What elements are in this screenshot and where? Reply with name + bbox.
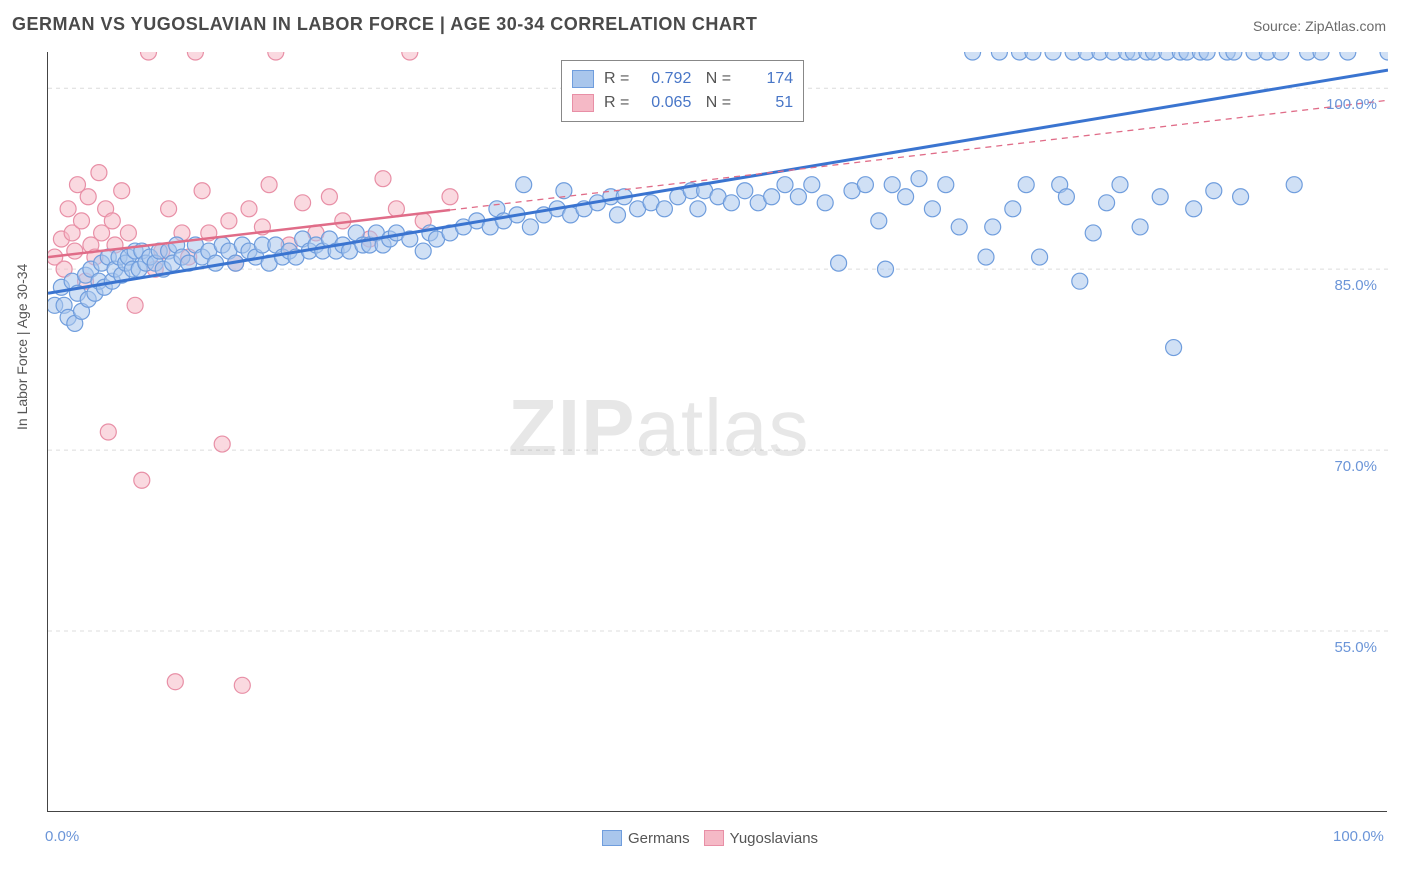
- y-tick-label: 100.0%: [1326, 96, 1377, 113]
- n-label: N =: [701, 67, 731, 91]
- source-label: Source: ZipAtlas.com: [1253, 18, 1386, 34]
- bottom-legend: Germans Yugoslavians: [0, 830, 1406, 847]
- correlation-row: R = 0.065 N = 51: [572, 91, 793, 115]
- legend-label: Germans: [628, 830, 690, 847]
- correlation-row: R = 0.792 N = 174: [572, 67, 793, 91]
- plot-area: ZIPatlas R =0.792 N =174R =0.065 N =51 5…: [47, 52, 1387, 812]
- scatter-svg: [48, 52, 1388, 812]
- legend-label: Yugoslavians: [730, 830, 818, 847]
- n-value: 51: [741, 91, 793, 115]
- y-tick-label: 55.0%: [1334, 639, 1377, 656]
- n-value: 174: [741, 67, 793, 91]
- y-tick-label: 85.0%: [1334, 277, 1377, 294]
- r-value: 0.065: [639, 91, 691, 115]
- series-swatch: [572, 94, 594, 112]
- x-tick-label: 0.0%: [45, 828, 79, 845]
- y-tick-label: 70.0%: [1334, 458, 1377, 475]
- r-value: 0.792: [639, 67, 691, 91]
- y-axis-label: In Labor Force | Age 30-34: [14, 264, 30, 430]
- r-label: R =: [604, 91, 629, 115]
- r-label: R =: [604, 67, 629, 91]
- correlation-legend: R = 0.792 N = 174 R = 0.065 N = 51: [561, 60, 804, 122]
- chart-title: GERMAN VS YUGOSLAVIAN IN LABOR FORCE | A…: [12, 14, 757, 35]
- legend-swatch: [602, 830, 622, 846]
- n-label: N =: [701, 91, 731, 115]
- legend-swatch: [704, 830, 724, 846]
- x-tick-label: 100.0%: [1333, 828, 1384, 845]
- series-swatch: [572, 70, 594, 88]
